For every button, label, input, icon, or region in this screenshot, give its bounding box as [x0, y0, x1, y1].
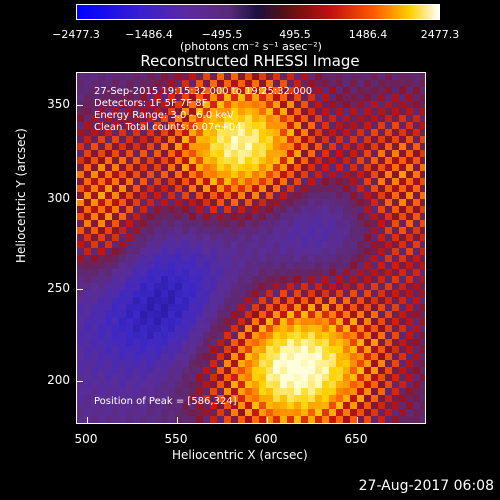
- y-tick-label: 350: [47, 97, 70, 111]
- x-tick-mark: [177, 417, 178, 423]
- colorbar-tick-label: 2477.3: [420, 28, 460, 41]
- info-peak-position: Position of Peak = [586,324]: [94, 396, 237, 407]
- y-axis-label: Heliocentric Y (arcsec): [14, 128, 28, 263]
- y-tick-label: 300: [47, 191, 70, 205]
- colorbar-tick-label: 1486.4: [348, 28, 388, 41]
- y-tick-mark: [77, 381, 83, 382]
- x-axis-label: Heliocentric X (arcsec): [172, 448, 308, 462]
- colorbar-tick-label: −495.5: [201, 28, 243, 41]
- y-axis-label-text: Heliocentric Y (arcsec): [14, 128, 28, 263]
- footer-date: 27-Aug-2017 06:08: [358, 478, 494, 494]
- y-tick-mark: [77, 199, 83, 200]
- x-tick-label: 550: [164, 432, 188, 446]
- info-clean-counts: Clean Total counts: 6.07e+04: [94, 122, 242, 133]
- info-energy-range: Energy Range: 3.0 - 6.0 keV: [94, 110, 234, 121]
- info-detectors: Detectors: 1F 5F 7F 8F: [94, 98, 208, 109]
- colorbar: [76, 4, 440, 20]
- x-tick-label: 500: [74, 432, 98, 446]
- rhessi-image: [77, 73, 425, 423]
- colorbar-tick-label: −1486.4: [125, 28, 173, 41]
- x-tick-mark: [87, 417, 88, 423]
- image-plot: [76, 72, 426, 424]
- y-tick-mark: [77, 289, 83, 290]
- y-tick-mark: [77, 105, 83, 106]
- y-tick-label: 200: [47, 373, 70, 387]
- info-time-range: 27-Sep-2015 19:15:32.000 to 19:25:32.000: [94, 86, 313, 97]
- colorbar-tick-label: −2477.3: [52, 28, 100, 41]
- colorbar-units: (photons cm⁻² s⁻¹ asec⁻²): [180, 40, 322, 53]
- x-tick-label: 600: [254, 432, 278, 446]
- x-tick-mark: [267, 417, 268, 423]
- x-tick-label: 650: [344, 432, 368, 446]
- y-tick-label: 250: [47, 281, 70, 295]
- plot-title: Reconstructed RHESSI Image: [140, 52, 360, 70]
- x-tick-mark: [357, 417, 358, 423]
- colorbar-tick-label: 495.5: [279, 28, 311, 41]
